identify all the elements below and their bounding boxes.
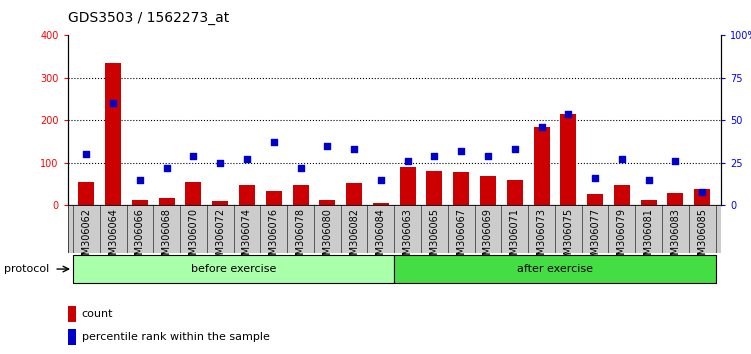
Point <box>428 153 440 159</box>
Bar <box>78 182 95 205</box>
Text: GSM306084: GSM306084 <box>376 208 386 267</box>
Bar <box>132 200 148 205</box>
Bar <box>185 182 201 205</box>
Text: GSM306062: GSM306062 <box>81 208 92 267</box>
Point <box>696 189 708 195</box>
Bar <box>587 194 603 205</box>
Bar <box>105 63 121 205</box>
Point <box>80 152 92 157</box>
Text: GSM306066: GSM306066 <box>135 208 145 267</box>
Bar <box>372 203 389 205</box>
Bar <box>68 329 76 344</box>
Bar <box>507 180 523 205</box>
Bar <box>400 167 416 205</box>
Point <box>214 160 226 166</box>
Text: GSM306069: GSM306069 <box>483 208 493 267</box>
Point <box>321 143 333 149</box>
Point <box>589 175 601 181</box>
Text: GSM306083: GSM306083 <box>671 208 680 267</box>
Point <box>375 177 387 183</box>
Text: GSM306077: GSM306077 <box>590 208 600 267</box>
Text: GSM306065: GSM306065 <box>430 208 439 267</box>
Text: GSM306063: GSM306063 <box>403 208 412 267</box>
Point <box>188 153 200 159</box>
Bar <box>614 185 630 205</box>
Bar <box>394 255 716 283</box>
Text: GSM306074: GSM306074 <box>242 208 252 267</box>
Point <box>616 156 628 162</box>
Text: percentile rank within the sample: percentile rank within the sample <box>82 332 270 342</box>
Point <box>241 156 253 162</box>
Text: GSM306073: GSM306073 <box>536 208 547 267</box>
Text: count: count <box>82 309 113 319</box>
Bar <box>239 185 255 205</box>
Bar <box>158 198 175 205</box>
Point <box>294 165 306 171</box>
Text: GSM306082: GSM306082 <box>349 208 359 267</box>
Text: GSM306080: GSM306080 <box>322 208 333 267</box>
Bar <box>533 127 550 205</box>
Bar <box>560 114 576 205</box>
Bar <box>427 171 442 205</box>
Text: GSM306078: GSM306078 <box>296 208 306 267</box>
Text: GSM306072: GSM306072 <box>216 208 225 267</box>
Bar <box>319 200 336 205</box>
Bar <box>293 185 309 205</box>
Bar <box>641 200 656 205</box>
Bar <box>453 172 469 205</box>
Text: GSM306070: GSM306070 <box>189 208 198 267</box>
Bar <box>213 201 228 205</box>
Bar <box>68 306 76 322</box>
Point <box>643 177 655 183</box>
Text: GSM306081: GSM306081 <box>644 208 653 267</box>
Bar <box>73 255 394 283</box>
Text: GSM306076: GSM306076 <box>269 208 279 267</box>
Bar <box>668 193 683 205</box>
Point <box>535 124 547 130</box>
Point <box>348 147 360 152</box>
Text: GSM306068: GSM306068 <box>161 208 172 267</box>
Text: protocol: protocol <box>4 264 49 274</box>
Bar <box>694 189 710 205</box>
Text: before exercise: before exercise <box>191 264 276 274</box>
Text: after exercise: after exercise <box>517 264 593 274</box>
Text: GSM306079: GSM306079 <box>617 208 627 267</box>
Text: GSM306064: GSM306064 <box>108 208 118 267</box>
Bar <box>266 191 282 205</box>
Point <box>455 148 467 154</box>
Bar <box>346 183 362 205</box>
Point <box>402 158 414 164</box>
Point <box>669 158 681 164</box>
Point <box>107 101 119 106</box>
Point <box>134 177 146 183</box>
Text: GDS3503 / 1562273_at: GDS3503 / 1562273_at <box>68 11 229 25</box>
Point <box>268 139 280 145</box>
Point <box>508 147 520 152</box>
Text: GSM306067: GSM306067 <box>456 208 466 267</box>
Text: GSM306071: GSM306071 <box>510 208 520 267</box>
Point <box>562 111 575 116</box>
Text: GSM306085: GSM306085 <box>697 208 707 267</box>
Point <box>482 153 494 159</box>
Bar <box>480 176 496 205</box>
Point <box>161 165 173 171</box>
Text: GSM306075: GSM306075 <box>563 208 573 267</box>
